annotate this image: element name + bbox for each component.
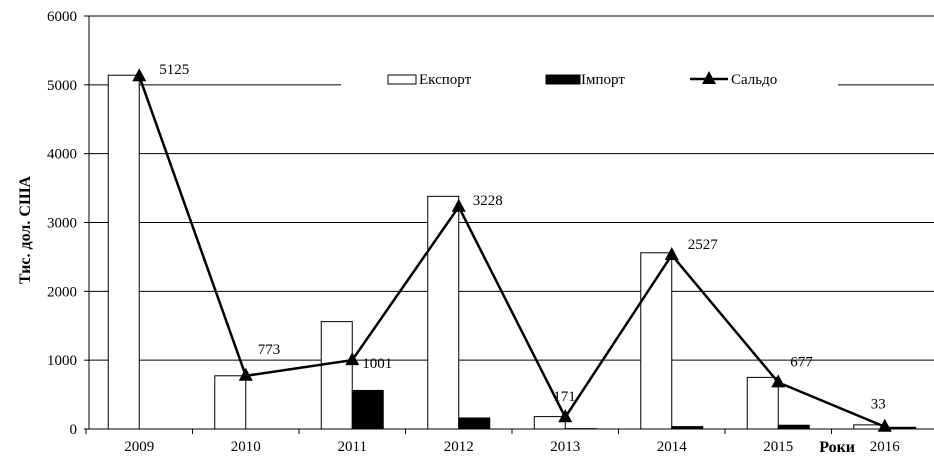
balance-data-label: 1001: [362, 356, 392, 372]
x-tick-label: 2014: [657, 439, 688, 455]
x-tick-label: 2009: [124, 439, 154, 455]
balance-data-label: 5125: [159, 62, 189, 78]
legend-import-label: Імпорт: [581, 72, 625, 88]
balance-marker-2009: [132, 68, 147, 82]
x-tick-label: 2013: [550, 439, 580, 455]
legend-balance-marker: [702, 71, 716, 84]
legend: Експорт Імпорт Сальдо: [341, 68, 838, 98]
import-bar-2015: [777, 424, 810, 430]
y-tick-label: 6000: [47, 9, 77, 25]
y-tick-label: 3000: [47, 216, 77, 232]
x-tick-label: 2012: [444, 439, 474, 455]
export-bar-2014: [640, 252, 673, 430]
y-axis-label: Тис. дол. США: [17, 175, 34, 284]
legend-box: [341, 68, 838, 98]
data-labels: 5125 773 1001 3228 171 2527 677 33: [159, 62, 886, 412]
export-bar-2009: [107, 74, 140, 430]
balance-marker-2013: [558, 409, 573, 423]
x-tick-label: 2016: [870, 439, 901, 455]
bars: [107, 74, 917, 430]
balance-data-label: 171: [553, 389, 576, 405]
x-axis-label: Роки: [819, 439, 855, 456]
balance-data-label: 33: [871, 397, 886, 413]
y-tick-label: 1000: [47, 353, 77, 369]
balance-marker-2012: [451, 198, 466, 212]
x-tick-label: 2015: [763, 439, 793, 455]
y-tick-label: 2000: [47, 284, 77, 300]
export-bar-2012: [427, 195, 460, 430]
balance-data-label: 3228: [473, 193, 503, 209]
balance-data-label: 773: [258, 342, 281, 358]
legend-import-swatch: [545, 74, 581, 85]
balance-data-label: 2527: [688, 237, 719, 253]
legend-export-label: Експорт: [419, 72, 472, 88]
export-bar-2013: [533, 416, 566, 430]
balance-line: [132, 68, 892, 432]
import-bar-2011: [351, 389, 384, 430]
y-tick-labels: 0 1000 2000 3000 4000 5000 6000: [47, 9, 77, 438]
balance-marker-2010: [238, 367, 253, 381]
y-tick-label: 0: [70, 422, 78, 438]
balance-marker-2011: [345, 352, 360, 366]
import-bar-2014: [671, 426, 704, 430]
balance-marker-2015: [771, 374, 786, 388]
export-bar-2011: [320, 321, 353, 430]
x-tick-label: 2010: [231, 439, 261, 455]
balance-marker-2016: [877, 418, 892, 432]
balance-data-label: 677: [790, 354, 813, 370]
import-bar-2012: [458, 417, 491, 430]
y-tick-label: 4000: [47, 147, 77, 163]
balance-marker-2014: [664, 247, 679, 261]
x-tick-label: 2011: [338, 439, 367, 455]
balance-line-path: [138, 75, 886, 428]
legend-export-swatch: [387, 74, 417, 85]
export-bar-2010: [214, 375, 247, 430]
legend-balance-label: Сальдо: [731, 72, 777, 88]
y-tick-label: 5000: [47, 78, 77, 94]
x-tick-labels: 2009 2010 2011 2012 2013 2014 2015 2016: [85, 429, 901, 455]
